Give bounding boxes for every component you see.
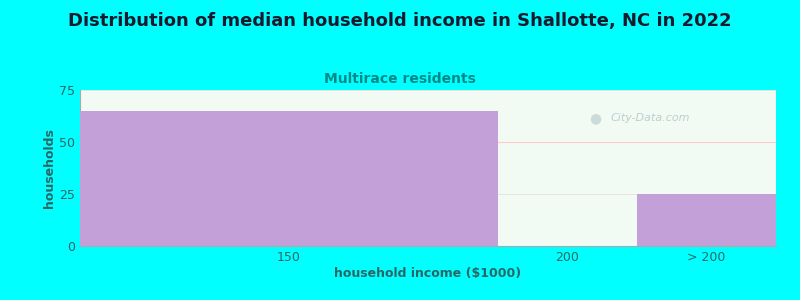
- Y-axis label: households: households: [43, 128, 56, 208]
- Bar: [80, 111, 498, 246]
- Text: Multirace residents: Multirace residents: [324, 72, 476, 86]
- Bar: [637, 194, 776, 246]
- X-axis label: household income ($1000): household income ($1000): [334, 267, 522, 280]
- Text: Distribution of median household income in Shallotte, NC in 2022: Distribution of median household income …: [68, 12, 732, 30]
- Text: City-Data.com: City-Data.com: [611, 113, 690, 123]
- Text: ●: ●: [589, 111, 601, 125]
